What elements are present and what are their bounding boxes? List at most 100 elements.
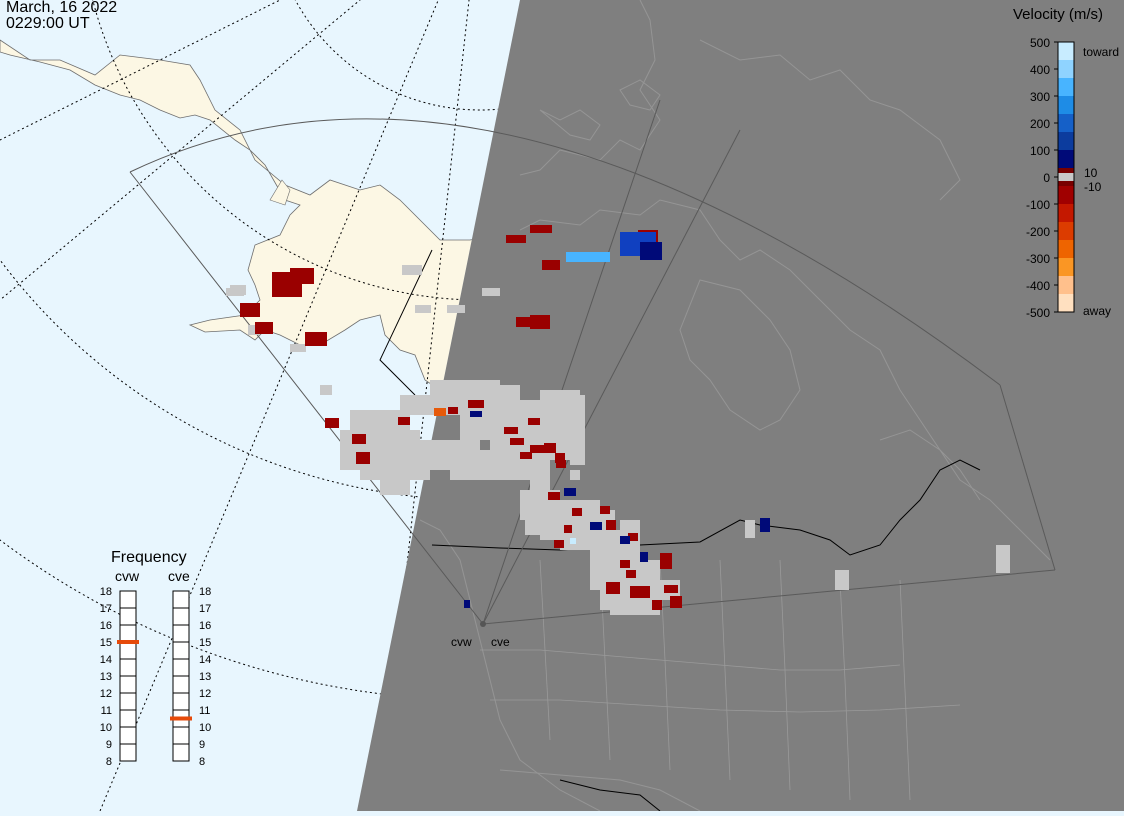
scatter-cell xyxy=(464,600,470,608)
scatter-cell xyxy=(544,443,556,453)
frequency-tick-right: 12 xyxy=(199,688,211,700)
frequency-tick-right: 11 xyxy=(199,705,210,717)
frequency-title: Frequency xyxy=(111,549,187,566)
colorbar-tick-label: 200 xyxy=(1030,117,1050,131)
frequency-tick-left: 11 xyxy=(101,705,112,717)
scatter-cell xyxy=(590,522,602,530)
scatter-cell xyxy=(600,506,610,514)
scatter-cell xyxy=(564,488,576,496)
frequency-panel: 18 18 17 17 16 16 15 15 14 14 13 13 12 12 11 11 10 10 9 9 8 8 xyxy=(100,586,212,768)
colorbar-segment xyxy=(1058,60,1074,79)
frequency-radar-cve-label: cve xyxy=(168,568,190,584)
colorbar-segment xyxy=(1058,78,1074,97)
scatter-cell xyxy=(628,533,638,541)
scatter-cell xyxy=(670,596,682,608)
scatter-cell xyxy=(415,305,431,313)
threshold-label-neg: -10 xyxy=(1084,180,1102,194)
scatter-cell xyxy=(528,418,540,425)
colorbar-tick-label: 0 xyxy=(1043,171,1050,185)
velocity-legend-title: Velocity (m/s) xyxy=(1013,6,1104,23)
scatter-cell xyxy=(548,492,560,500)
scatter-cell xyxy=(385,485,410,495)
colorbar-tick-label: -300 xyxy=(1026,252,1050,266)
scatter-cell xyxy=(398,417,410,425)
scatter-cell xyxy=(448,407,458,414)
scatter-cell xyxy=(447,305,465,313)
colorbar-segment xyxy=(1058,96,1074,115)
scatter-cell xyxy=(482,288,500,296)
scatter-cell xyxy=(240,303,260,317)
colorbar-segment xyxy=(1058,186,1074,205)
scatter-cell xyxy=(290,268,314,284)
velocity-colorbar: 500 400 300 200 100 0 -100 -200 -300 -400 -500 towa… xyxy=(1026,36,1119,320)
time-label: 0229:00 UT xyxy=(6,15,90,32)
scatter-cell xyxy=(640,242,662,260)
colorbar-segment xyxy=(1058,258,1074,277)
scatter-cell xyxy=(620,560,630,568)
scatter-cell xyxy=(402,265,422,275)
scatter-cell xyxy=(564,525,572,533)
scatter-cell xyxy=(660,553,672,569)
scatter-cell xyxy=(606,582,620,594)
frequency-tick-left: 14 xyxy=(100,654,112,666)
colorbar-ground-band xyxy=(1058,173,1074,181)
scatter-cell xyxy=(554,540,564,548)
colorbar-segment xyxy=(1058,204,1074,223)
threshold-label-pos: 10 xyxy=(1084,166,1098,180)
colorbar-tick-label: -100 xyxy=(1026,198,1050,212)
scatter-cell xyxy=(490,440,510,480)
scatter-cell xyxy=(510,438,524,445)
scatter-cell xyxy=(530,445,544,453)
scatter-cell xyxy=(640,560,660,590)
frequency-tick-left: 16 xyxy=(100,620,112,632)
frequency-tick-right: 10 xyxy=(199,722,211,734)
frequency-tick-left: 12 xyxy=(100,688,112,700)
scatter-cell xyxy=(556,460,566,468)
colorbar-segment xyxy=(1058,276,1074,295)
frequency-tick-right: 8 xyxy=(199,756,205,768)
scatter-cell xyxy=(530,315,550,329)
date-label: March, 16 2022 xyxy=(6,0,118,16)
frequency-tick-right: 9 xyxy=(199,739,205,751)
scatter-cell xyxy=(470,411,482,417)
scatter-cell xyxy=(630,586,650,598)
scatter-cell xyxy=(434,408,446,416)
colorbar-segment xyxy=(1058,240,1074,259)
frequency-tick-right: 13 xyxy=(199,671,211,683)
frequency-tick-left: 13 xyxy=(100,671,112,683)
scatter-cell xyxy=(356,452,370,464)
velocity-scatter xyxy=(226,225,1010,615)
scatter-cell xyxy=(506,235,526,243)
frequency-marker-cve xyxy=(170,716,192,721)
scatter-cell xyxy=(572,508,582,516)
frequency-marker-cvw xyxy=(117,640,139,644)
scatter-cell xyxy=(996,545,1010,573)
frequency-radar-cvw-label: cvw xyxy=(115,568,140,584)
scatter-cell xyxy=(566,252,610,262)
scatter-cell xyxy=(570,470,580,480)
frequency-tick-left: 17 xyxy=(100,603,112,615)
colorbar-segment xyxy=(1058,42,1074,61)
frequency-tick-left: 9 xyxy=(106,739,112,751)
colorbar-segment xyxy=(1058,132,1074,151)
frequency-tick-right: 17 xyxy=(199,603,211,615)
scatter-cell xyxy=(255,322,273,334)
scatter-cell xyxy=(305,332,327,346)
frequency-tick-left: 8 xyxy=(106,756,112,768)
scatter-cell xyxy=(530,470,550,490)
scatter-cell xyxy=(450,470,490,480)
frequency-tick-right: 18 xyxy=(199,586,211,598)
scatter-cell xyxy=(745,520,755,538)
colorbar-tick-label: -200 xyxy=(1026,225,1050,239)
colorbar-tick-label: 400 xyxy=(1030,63,1050,77)
scatter-cell xyxy=(626,570,636,578)
colorbar-segment xyxy=(1058,294,1074,313)
scatter-cell xyxy=(230,285,246,295)
scatter-cell xyxy=(290,344,306,352)
scatter-cell xyxy=(606,520,616,530)
frequency-tick-left: 10 xyxy=(100,722,112,734)
scatter-cell xyxy=(640,552,648,562)
scatter-cell xyxy=(542,260,560,270)
